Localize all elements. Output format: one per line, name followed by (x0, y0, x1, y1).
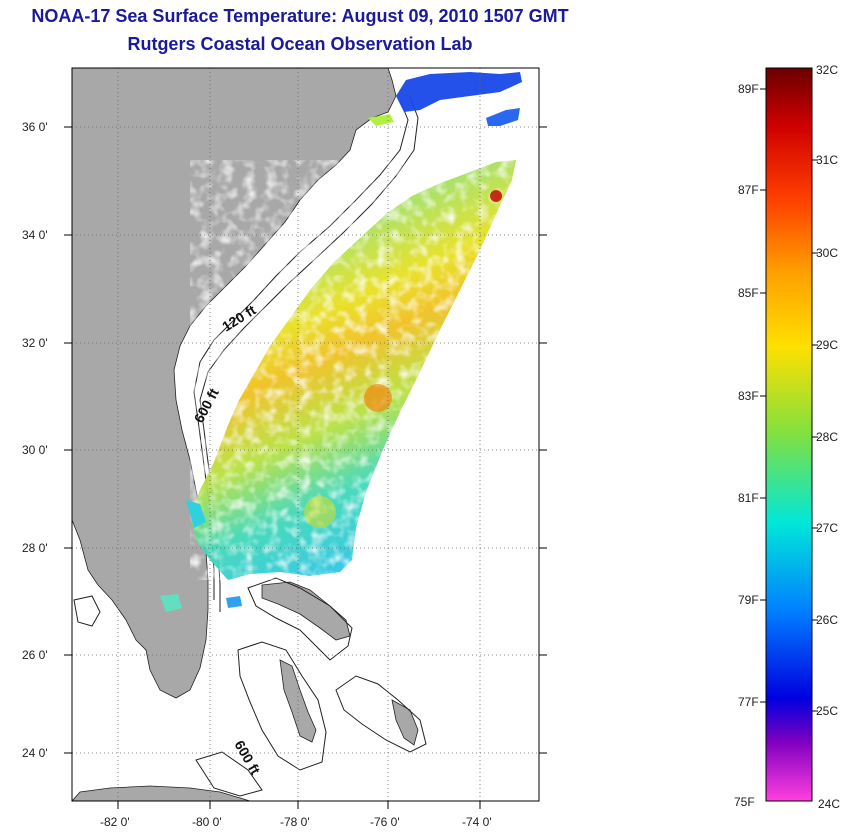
lon-label: -74 0' (462, 815, 492, 829)
colorbar-f-label: 89F (738, 82, 759, 96)
colorbar-c-label: 24C (818, 797, 840, 811)
mainland-land (72, 68, 397, 699)
lat-label: 26 0' (22, 648, 48, 662)
colorbar-f-label: 77F (738, 695, 759, 709)
colorbar-f-label: 83F (738, 389, 759, 403)
lon-label: -80 0' (192, 815, 222, 829)
bahamas-island (261, 581, 351, 641)
colorbar-c-label: 28C (816, 430, 838, 444)
lat-label: 32 0' (22, 336, 48, 350)
bahamas-island (391, 699, 419, 746)
colorbar-c-label: 25C (816, 704, 838, 718)
lat-label: 34 0' (22, 228, 48, 242)
lon-label: -82 0' (100, 815, 130, 829)
colorbar-f-label: 85F (738, 286, 759, 300)
colorbar-f-label: 87F (738, 183, 759, 197)
colorbar-ticks (760, 88, 818, 712)
colorbar-f-label: 81F (738, 491, 759, 505)
colorbar-f-label: 79F (738, 593, 759, 607)
lon-label: -76 0' (370, 815, 400, 829)
lon-label: -78 0' (280, 815, 310, 829)
map-ticks (64, 126, 547, 809)
colorbar-c-label: 30C (816, 246, 838, 260)
sst-cold-patch (486, 108, 520, 126)
lat-label: 30 0' (22, 443, 48, 457)
color-bar (765, 67, 813, 802)
lat-label: 24 0' (22, 746, 48, 760)
colorbar-c-label: 31C (816, 153, 838, 167)
lat-label: 28 0' (22, 541, 48, 555)
colorbar-c-label: 29C (816, 338, 838, 352)
lat-label: 36 0' (22, 120, 48, 134)
map-title: NOAA-17 Sea Surface Temperature: August … (31, 6, 569, 26)
colorbar-c-label: 27C (816, 521, 838, 535)
cuba-coast (72, 785, 251, 801)
colorbar-c-label: 32C (816, 63, 838, 77)
map-subtitle: Rutgers Coastal Ocean Observation Lab (127, 34, 473, 54)
colorbar-f-label: 75F (734, 795, 755, 809)
sst-cold-patch (396, 72, 522, 112)
colorbar-c-label: 26C (816, 613, 838, 627)
